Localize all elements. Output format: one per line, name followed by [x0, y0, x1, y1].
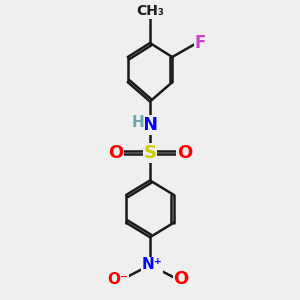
- Text: N⁺: N⁺: [142, 257, 163, 272]
- Text: O: O: [108, 144, 123, 162]
- Text: N: N: [142, 116, 158, 134]
- Text: O⁻: O⁻: [107, 272, 128, 287]
- Text: O: O: [177, 144, 192, 162]
- Text: CH₃: CH₃: [136, 4, 164, 18]
- Text: F: F: [194, 34, 206, 52]
- Text: S: S: [143, 144, 157, 162]
- Text: O: O: [173, 270, 189, 288]
- Text: H: H: [131, 115, 144, 130]
